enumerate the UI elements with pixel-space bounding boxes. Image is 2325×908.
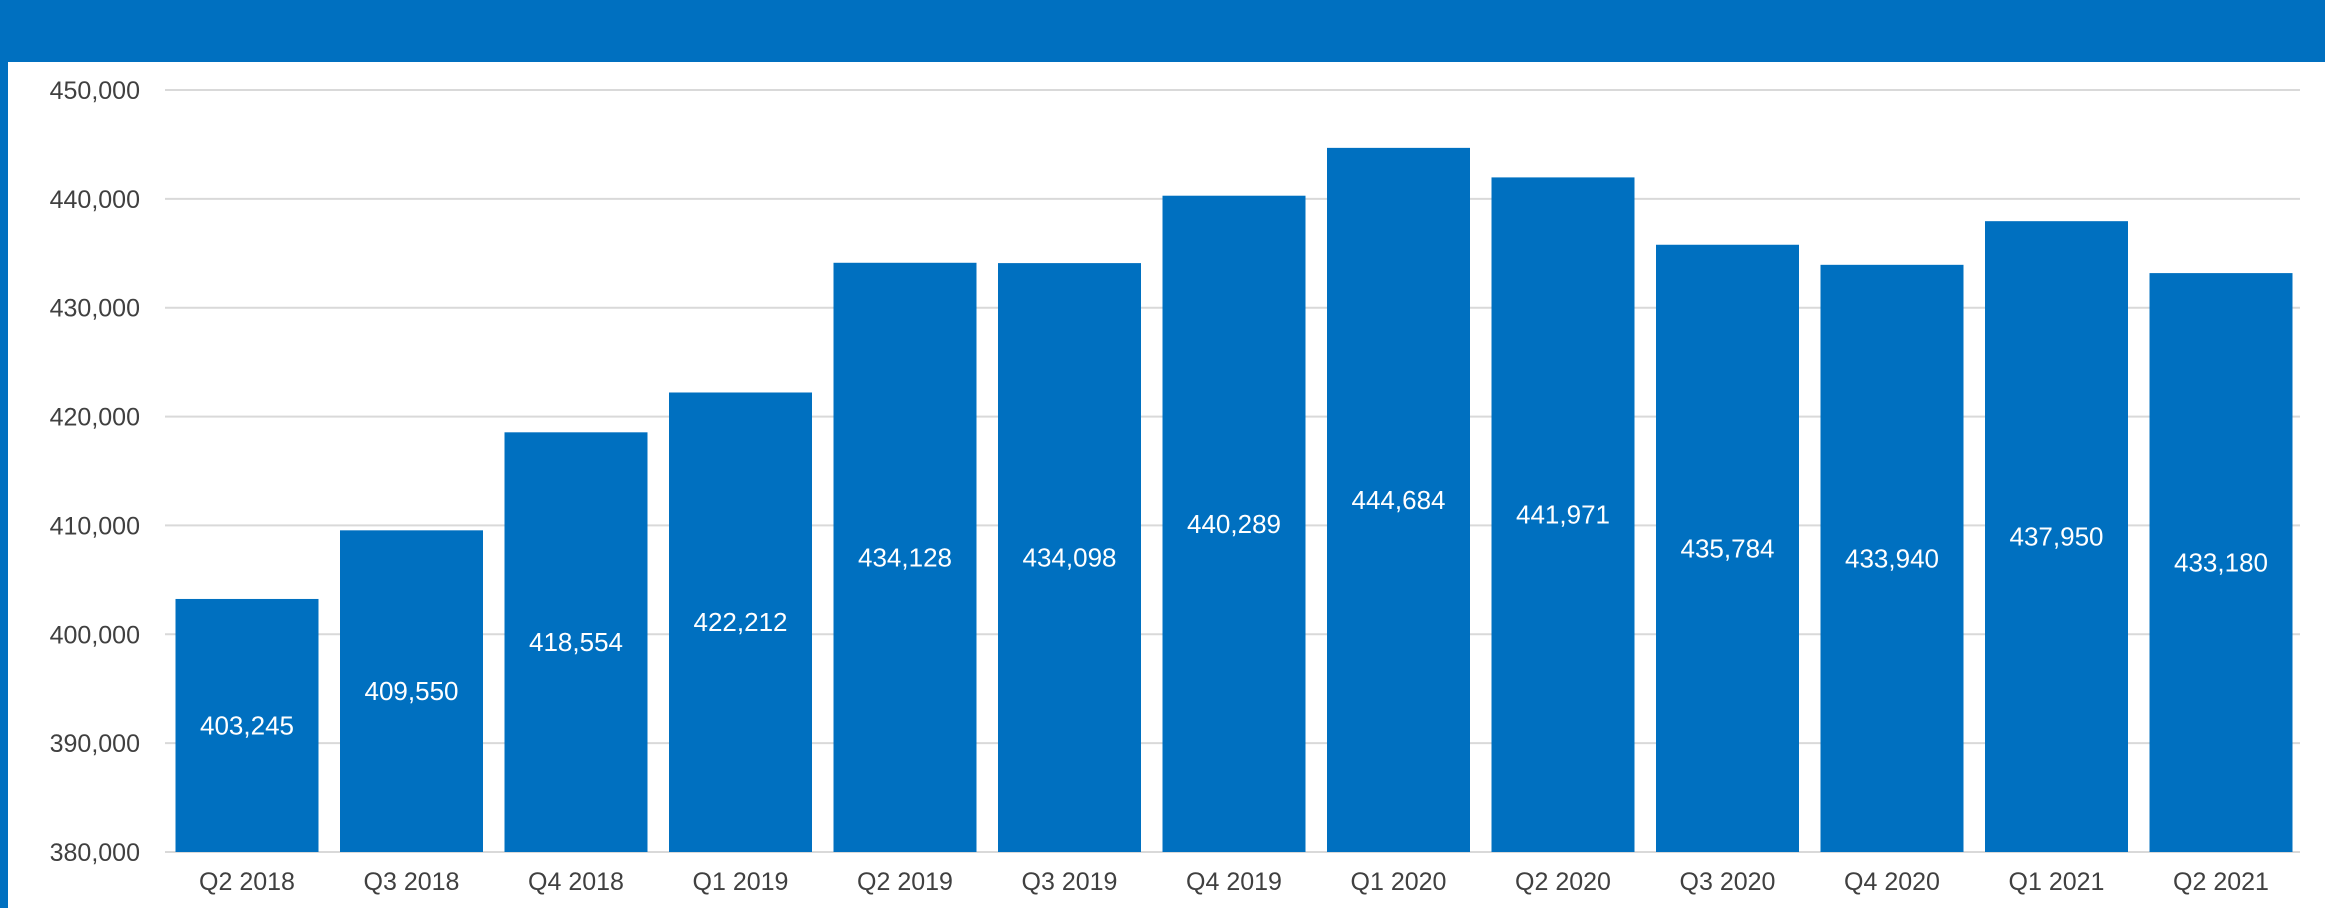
bar <box>998 263 1141 852</box>
x-tick-label: Q4 2018 <box>528 868 624 896</box>
data-label: 433,940 <box>1845 543 1939 573</box>
bar <box>1656 244 1799 852</box>
x-tick-label: Q2 2021 <box>2173 868 2269 896</box>
x-tick-label: Q4 2020 <box>1844 868 1940 896</box>
header-bar <box>0 0 2325 62</box>
data-label: 435,784 <box>1681 533 1775 563</box>
x-tick-label: Q2 2020 <box>1515 868 1611 896</box>
bars <box>175 147 2293 853</box>
data-label: 422,212 <box>694 607 788 637</box>
data-label: 440,289 <box>1187 509 1281 539</box>
x-tick-label: Q3 2020 <box>1680 868 1776 896</box>
data-label: 409,550 <box>365 676 459 706</box>
x-axis-tick-labels: Q2 2018 Q3 2018 Q4 2018 Q1 2019 Q2 2019 Q3 20… <box>199 868 2269 896</box>
bar <box>1491 177 1635 853</box>
bar <box>2149 273 2293 852</box>
data-label: 437,950 <box>2010 522 2104 552</box>
data-label: 403,245 <box>200 710 294 740</box>
bar <box>504 432 648 852</box>
bar <box>1327 147 1470 852</box>
bar <box>833 262 977 852</box>
y-tick-label: 420,000 <box>50 404 140 432</box>
bar <box>1985 221 2128 852</box>
data-label: 434,098 <box>1023 543 1117 573</box>
x-tick-label: Q2 2018 <box>199 868 295 896</box>
data-label: 433,180 <box>2174 548 2268 578</box>
x-tick-label: Q2 2019 <box>857 868 953 896</box>
bar <box>175 598 319 852</box>
x-tick-label: Q1 2020 <box>1351 868 1447 896</box>
data-label: 441,971 <box>1516 500 1610 530</box>
y-tick-label: 390,000 <box>50 730 140 758</box>
y-tick-label: 410,000 <box>50 512 140 540</box>
y-tick-label: 400,000 <box>50 621 140 649</box>
y-axis-tick-labels: 380,000 390,000 400,000 410,000 420,000 430,0… <box>50 77 140 867</box>
bar <box>1820 264 1964 852</box>
data-labels: 403,245 409,550 418,554 422,212 434,128 434,0… <box>200 485 2268 741</box>
data-label: 418,554 <box>529 627 623 657</box>
y-tick-label: 380,000 <box>50 839 140 867</box>
y-tick-label: 450,000 <box>50 77 140 105</box>
bar <box>340 530 483 852</box>
y-tick-label: 430,000 <box>50 295 140 323</box>
x-tick-label: Q1 2019 <box>693 868 789 896</box>
y-tick-label: 440,000 <box>50 186 140 214</box>
x-tick-label: Q4 2019 <box>1186 868 1282 896</box>
x-tick-label: Q1 2021 <box>2009 868 2105 896</box>
bar <box>669 392 812 852</box>
x-tick-label: Q3 2019 <box>1022 868 1118 896</box>
x-tick-label: Q3 2018 <box>364 868 460 896</box>
data-label: 434,128 <box>858 542 952 572</box>
data-label: 444,684 <box>1352 485 1446 515</box>
bar <box>1162 195 1306 852</box>
